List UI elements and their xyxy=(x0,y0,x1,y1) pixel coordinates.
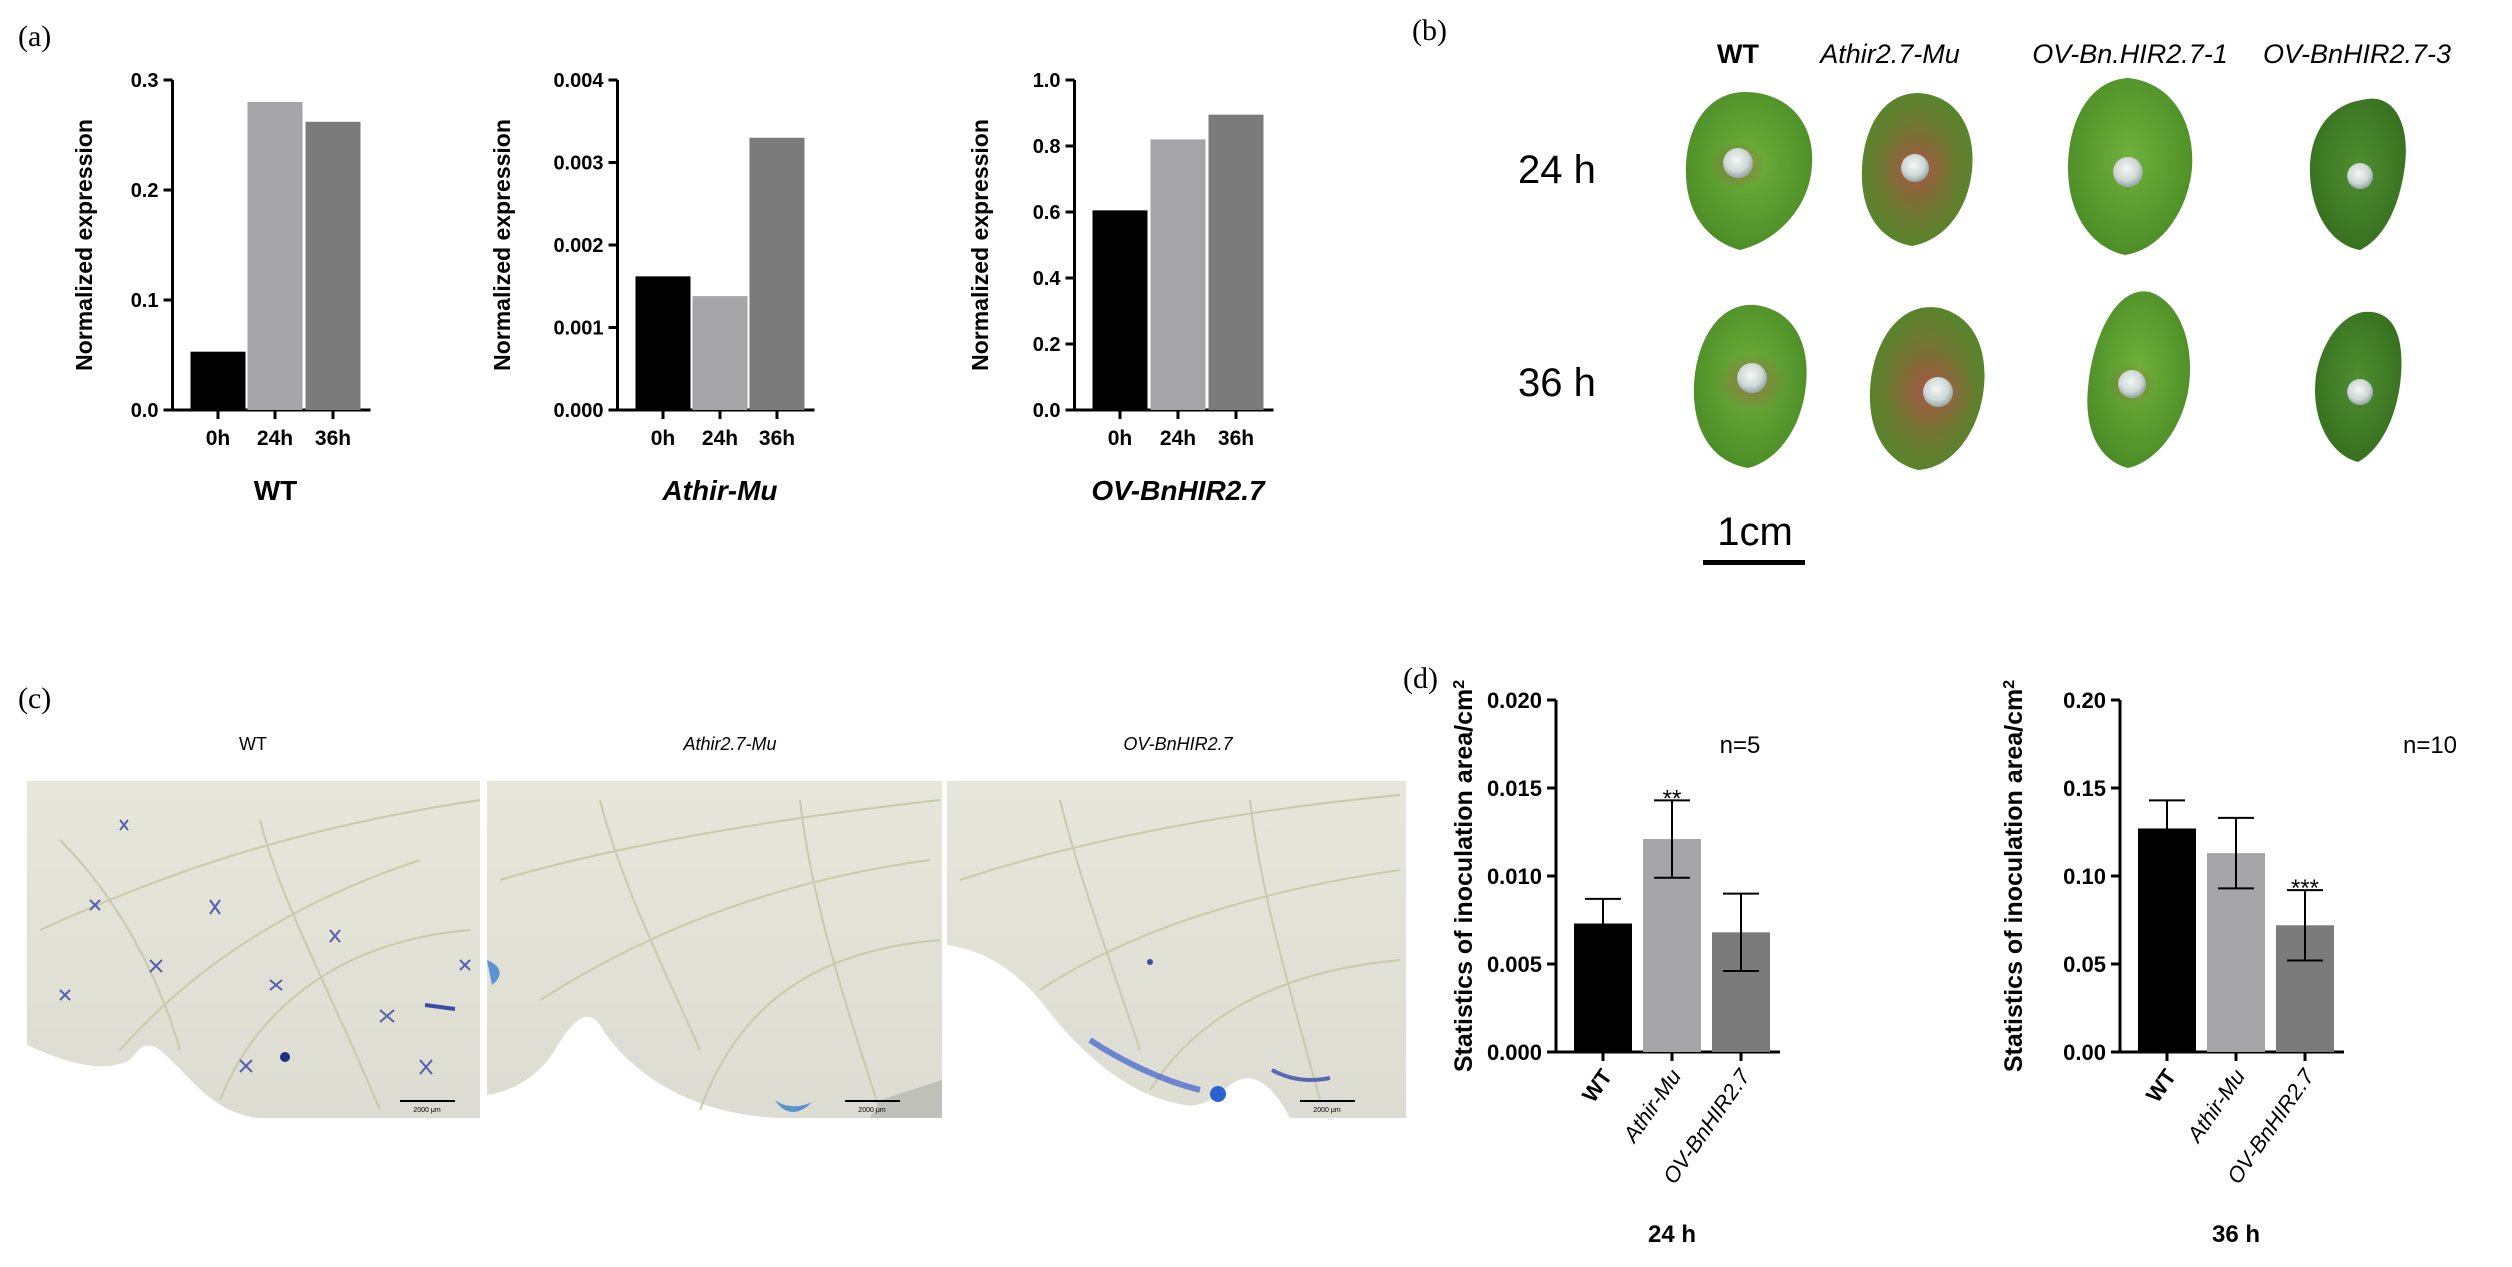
category-label: 24h xyxy=(1160,427,1196,450)
stain-image-wt: 2000 μm xyxy=(27,781,481,1118)
bar xyxy=(190,351,246,410)
stain-title-wt: WT xyxy=(239,734,267,754)
category-label: WT xyxy=(1577,1064,1617,1107)
panel-b-leaf-photos: WT Athir2.7-Mu OV-Bn.HIR2.7-1 OV-BnHIR2.… xyxy=(1518,39,2451,565)
significance-label: ** xyxy=(1663,785,1682,812)
chart-inoculation-36h: 0.00 0.05 0.10 0.15 0.20 Statistics of inocul… xyxy=(2000,680,2457,1248)
y-tick-label: 0.4 xyxy=(1033,268,1062,290)
y-axis-label: Normalized expression xyxy=(489,119,515,371)
leaf-column-label-ov-3: OV-BnHIR2.7-3 xyxy=(2263,39,2451,69)
stain-scale-label-athir: 2000 μm xyxy=(858,1107,886,1114)
bar xyxy=(749,137,805,410)
y-tick-label: 0.020 xyxy=(1487,688,1542,713)
category-label: 36h xyxy=(1218,427,1254,450)
y-tick-label: 0.005 xyxy=(1487,952,1542,977)
bar xyxy=(692,296,748,410)
category-label: 24h xyxy=(257,427,293,450)
leaf-row-label-24h: 24 h xyxy=(1518,148,1596,192)
bar xyxy=(1208,114,1264,411)
stain-title-athir: Athir2.7-Mu xyxy=(682,734,776,754)
category-label: Athir-Mu xyxy=(1617,1065,1686,1149)
y-tick-label: 0.003 xyxy=(553,153,603,175)
y-axis-label: Statistics of inoculation area/cm2 xyxy=(2000,680,2028,1072)
leaf-ov-1-36h xyxy=(2087,291,2191,468)
stain-image-ov: 2000 μm xyxy=(947,781,1406,1118)
leaf-athir-36h xyxy=(1869,307,1985,470)
bar xyxy=(247,102,303,410)
x-axis-label: Athir-Mu xyxy=(661,475,777,506)
panel-label-b: (b) xyxy=(1412,14,1447,47)
y-tick-label: 0.002 xyxy=(553,235,603,257)
y-tick-label: 0.1 xyxy=(131,290,159,312)
leaf-scale-bar xyxy=(1703,560,1805,565)
bar xyxy=(1150,139,1206,410)
chart-athir-mu-expression: 0.000 0.001 0.002 0.003 0.004 Normalized expr… xyxy=(489,70,815,506)
y-tick-label: 0.8 xyxy=(1033,136,1061,158)
sample-size-label: n=5 xyxy=(1720,732,1761,759)
bar xyxy=(635,276,691,410)
panel-label-d: (d) xyxy=(1403,662,1438,695)
category-label: 36h xyxy=(315,427,351,450)
category-label: 0h xyxy=(1108,427,1133,450)
bar xyxy=(1092,210,1148,410)
stain-scale-label-wt: 2000 μm xyxy=(413,1107,441,1114)
y-tick-label: 0.2 xyxy=(1033,334,1061,356)
y-axis-label: Statistics of inoculation area/cm2 xyxy=(1450,680,1478,1072)
y-tick-label: 0.001 xyxy=(553,318,603,340)
y-tick-label: 0.015 xyxy=(1487,776,1542,801)
leaf-wt-24h xyxy=(1685,92,1813,250)
y-tick-label: 0.000 xyxy=(1487,1040,1542,1065)
stain-scale-label-ov: 2000 μm xyxy=(1313,1107,1341,1114)
y-tick-label: 0.000 xyxy=(553,400,603,422)
y-tick-label: 0.00 xyxy=(2063,1040,2106,1065)
y-tick-label: 0.2 xyxy=(131,180,159,202)
y-axis-label: Normalized expression xyxy=(71,119,97,371)
x-axis-label: 36 h xyxy=(2212,1221,2260,1248)
y-tick-label: 0.10 xyxy=(2063,864,2106,889)
y-tick-label: 0.6 xyxy=(1033,202,1061,224)
category-label: 36h xyxy=(759,427,795,450)
y-tick-label: 0.010 xyxy=(1487,864,1542,889)
category-label: 0h xyxy=(651,427,676,450)
panel-label-c: (c) xyxy=(18,682,51,715)
y-tick-label: 0.004 xyxy=(553,70,604,92)
sample-size-label: n=10 xyxy=(2403,732,2457,759)
y-tick-label: 0.0 xyxy=(131,400,159,422)
stain-title-ov: OV-BnHIR2.7 xyxy=(1123,734,1233,754)
y-tick-label: 1.0 xyxy=(1033,70,1061,92)
leaf-scale-label: 1cm xyxy=(1717,510,1793,554)
leaf-ov-3-24h xyxy=(2309,98,2406,251)
x-axis-label: OV-BnHIR2.7 xyxy=(1091,475,1266,506)
y-tick-label: 0.05 xyxy=(2063,952,2106,977)
y-tick-label: 0.0 xyxy=(1033,400,1061,422)
panel-label-a: (a) xyxy=(18,20,51,53)
y-tick-label: 0.20 xyxy=(2063,688,2106,713)
chart-inoculation-24h: 0.000 0.005 0.010 0.015 0.020 Statistics of i… xyxy=(1450,680,1780,1248)
panel-c-stained-leaves: WT Athir2.7-Mu OV-BnHIR2.7 xyxy=(27,734,1406,1118)
category-label: 0h xyxy=(206,427,231,450)
leaf-ov-3-36h xyxy=(2315,311,2402,462)
chart-wt-expression: 0.0 0.1 0.2 0.3 Normalized expression 0h 24h 36… xyxy=(71,70,371,506)
x-axis-label: WT xyxy=(254,475,298,506)
category-label: Athir-Mu xyxy=(2181,1065,2250,1149)
leaf-column-label-ov-1: OV-Bn.HIR2.7-1 xyxy=(2032,39,2228,69)
y-axis-label: Normalized expression xyxy=(967,119,993,371)
leaf-column-label-wt: WT xyxy=(1717,39,1759,69)
leaf-wt-36h xyxy=(1693,304,1807,468)
y-tick-label: 0.3 xyxy=(131,70,159,92)
category-label: 24h xyxy=(702,427,738,450)
leaf-athir-24h xyxy=(1861,93,1973,246)
chart-ov-bnhir-expression: 0.0 0.2 0.4 0.6 0.8 1.0 Normalized expression 0… xyxy=(967,70,1274,506)
significance-label: *** xyxy=(2291,875,2319,902)
leaf-column-label-athir: Athir2.7-Mu xyxy=(1818,39,1960,69)
leaf-row-label-36h: 36 h xyxy=(1518,361,1596,405)
category-label: WT xyxy=(2141,1064,2181,1107)
stain-image-athir: 2000 μm xyxy=(487,781,942,1118)
x-axis-label: 24 h xyxy=(1648,1221,1696,1248)
leaf-ov-1-24h xyxy=(2068,78,2193,255)
bar xyxy=(2138,828,2196,1052)
bar xyxy=(305,121,361,411)
y-tick-label: 0.15 xyxy=(2063,776,2106,801)
